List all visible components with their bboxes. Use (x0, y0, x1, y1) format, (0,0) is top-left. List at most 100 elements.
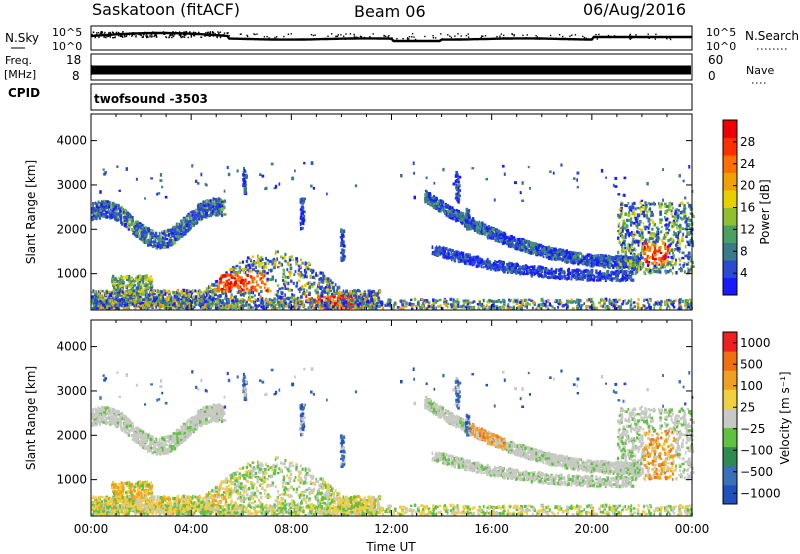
power-cell (256, 299, 259, 302)
nsky-dot (310, 34, 313, 36)
power-cell (263, 282, 267, 286)
power-cell (545, 299, 548, 304)
power-cell (315, 271, 317, 276)
power-cell (150, 240, 153, 244)
power-cell (333, 303, 337, 306)
power-cell (308, 281, 311, 284)
power-cell (304, 261, 307, 265)
power-cell (119, 303, 122, 307)
power-cell (168, 307, 172, 310)
power-cell (243, 270, 245, 274)
nsky-dot (441, 38, 444, 41)
power-cell (176, 231, 179, 235)
power-cell (268, 298, 272, 302)
power-cell (202, 291, 205, 294)
power-cell (178, 225, 182, 229)
power-cell (287, 297, 289, 301)
power-cell (237, 275, 240, 279)
power-cell (273, 257, 275, 261)
power-cell (276, 291, 279, 294)
power-cell (247, 305, 251, 309)
power-cell (158, 241, 161, 244)
power-cell (311, 285, 314, 289)
power-cell (519, 300, 522, 305)
nsky-dot (146, 35, 148, 37)
power-cell (259, 271, 262, 275)
power-cell (212, 197, 215, 201)
nsky-dot (198, 31, 200, 34)
power-cell (680, 305, 683, 309)
nsky-dot (133, 34, 135, 36)
power-cell (191, 210, 193, 214)
power-cell (157, 237, 159, 241)
power-cell (112, 300, 115, 304)
power-cell (608, 302, 611, 305)
power-cell (284, 252, 287, 256)
power-cell (128, 292, 132, 295)
nsky-dot (372, 33, 374, 35)
power-cell (354, 298, 357, 301)
power-cell (236, 277, 239, 282)
power-cell (111, 280, 114, 284)
power-cell (205, 212, 208, 216)
nsky-dot (97, 32, 100, 34)
power-cell (115, 208, 118, 212)
power-cell (624, 299, 627, 303)
power-cell (289, 300, 292, 304)
power-cell (250, 290, 252, 294)
power-cell (655, 302, 658, 305)
power-cell (238, 261, 242, 264)
power-cell (197, 295, 200, 299)
power-cell (220, 274, 223, 278)
power-cell (108, 295, 110, 298)
nsearch-tick-top: 10^5 (706, 26, 736, 39)
power-cell (166, 301, 169, 306)
power-cell (599, 304, 603, 308)
power-cell (218, 209, 221, 213)
power-cell (136, 231, 139, 235)
power-cell (173, 226, 176, 229)
power-cell (278, 287, 282, 291)
power-cell (98, 296, 101, 300)
power-cell (123, 220, 127, 224)
power-cell (469, 302, 471, 305)
nsky-dot (537, 37, 539, 40)
power-cell (191, 289, 194, 293)
power-cell (321, 281, 325, 284)
power-cell (327, 300, 329, 303)
power-cell (345, 289, 348, 293)
power-cell (291, 258, 295, 262)
power-cell (647, 300, 649, 304)
power-cell (332, 286, 335, 291)
power-cell (140, 238, 143, 241)
nsky-dot (562, 35, 564, 38)
nsky-dot (335, 35, 337, 37)
nsky-dot (164, 33, 166, 35)
nsky-dot (147, 36, 149, 38)
power-cell (240, 276, 243, 279)
power-cell (144, 233, 147, 237)
power-cell (141, 293, 144, 297)
power-cell (205, 199, 208, 203)
power-cell (101, 306, 104, 310)
power-cell (119, 285, 122, 288)
power-cell (197, 207, 201, 212)
power-cell (135, 226, 138, 230)
power-cell (211, 282, 213, 287)
nsky-dot (110, 34, 113, 36)
power-cell (117, 307, 120, 310)
power-cell (109, 293, 113, 297)
power-cell (101, 200, 104, 204)
nsky-label: N.Sky (5, 31, 39, 45)
power-cell (618, 298, 621, 302)
power-cell (258, 257, 261, 261)
power-cell (91, 291, 94, 294)
power-cell (175, 227, 178, 232)
power-cell (230, 295, 233, 300)
power-cell (540, 298, 543, 302)
power-cell (176, 238, 179, 241)
nsky-dot (205, 32, 207, 34)
nsky-dot (408, 38, 410, 40)
power-cell (253, 286, 256, 290)
power-cell (477, 303, 480, 308)
